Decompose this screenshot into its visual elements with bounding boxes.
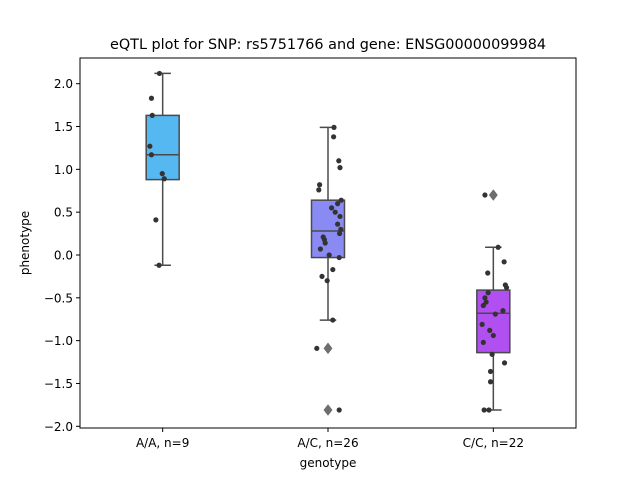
- data-point: [317, 246, 323, 252]
- data-point: [487, 368, 494, 375]
- y-axis-label: phenotype: [18, 211, 32, 275]
- data-point: [492, 311, 498, 317]
- y-tick-label: 1.0: [54, 163, 73, 177]
- data-point: [319, 273, 325, 280]
- data-point: [336, 254, 342, 261]
- data-point: [490, 332, 496, 339]
- outlier-marker: [323, 404, 333, 416]
- data-point: [489, 351, 495, 357]
- data-point: [479, 321, 485, 327]
- y-axis: 2.0 1.5 1.0 0.5 0.0 −0.5 −1.0 −1.5 −2.0: [44, 77, 80, 434]
- outlier-marker: [488, 189, 498, 201]
- data-point: [487, 379, 494, 385]
- plot-area: [145, 70, 511, 416]
- y-tick-label: −2.0: [44, 420, 73, 434]
- data-point: [486, 407, 492, 413]
- data-point: [487, 327, 493, 333]
- data-point: [331, 134, 337, 140]
- data-point: [338, 197, 344, 203]
- data-point: [330, 266, 336, 273]
- data-point: [149, 112, 155, 118]
- x-tick-label: C/C, n=22: [463, 436, 524, 450]
- outlier-marker: [323, 342, 333, 355]
- data-point: [483, 299, 489, 305]
- data-point: [501, 360, 508, 366]
- data-point: [329, 205, 335, 211]
- x-axis-label: genotype: [300, 456, 357, 470]
- data-point: [156, 70, 163, 77]
- data-point: [147, 143, 153, 149]
- data-point: [501, 259, 507, 265]
- data-point: [485, 270, 491, 276]
- data-point: [159, 171, 165, 177]
- data-point: [503, 284, 510, 291]
- y-tick-label: −1.0: [44, 334, 73, 348]
- data-point: [500, 308, 506, 314]
- data-point: [317, 182, 323, 188]
- data-point: [148, 95, 155, 101]
- y-tick-label: −1.5: [44, 377, 73, 391]
- data-point: [480, 339, 486, 345]
- box-group: [310, 124, 346, 416]
- data-point: [335, 201, 341, 207]
- data-point: [481, 407, 487, 413]
- x-tick-label: A/C, n=26: [297, 436, 358, 450]
- data-point: [330, 317, 336, 323]
- data-point: [326, 252, 332, 258]
- data-point: [161, 176, 167, 182]
- data-point: [316, 187, 322, 193]
- data-point: [314, 345, 320, 351]
- box-group: [145, 70, 180, 268]
- data-point: [332, 209, 338, 215]
- data-point: [337, 165, 343, 171]
- data-point: [335, 221, 341, 227]
- chart-title: eQTL plot for SNP: rs5751766 and gene: E…: [110, 37, 546, 53]
- x-tick-label: A/A, n=9: [136, 436, 189, 450]
- data-point: [480, 302, 486, 309]
- y-tick-label: 2.0: [54, 77, 73, 91]
- data-point: [482, 295, 488, 301]
- data-point: [148, 152, 155, 158]
- data-point: [337, 230, 343, 237]
- data-point: [485, 290, 491, 296]
- data-point: [495, 244, 501, 250]
- x-axis: A/A, n=9 A/C, n=26 C/C, n=22: [136, 428, 524, 450]
- data-point: [324, 278, 330, 284]
- data-point: [156, 262, 162, 268]
- y-tick-label: 0.5: [54, 206, 73, 220]
- data-point: [337, 213, 343, 220]
- box-group: [476, 189, 511, 413]
- data-point: [336, 158, 342, 164]
- data-point: [153, 217, 159, 223]
- data-point: [336, 407, 342, 413]
- data-point: [338, 226, 344, 232]
- data-point: [322, 240, 328, 246]
- y-tick-label: −0.5: [44, 291, 73, 305]
- data-point: [331, 124, 337, 130]
- y-tick-label: 0.0: [54, 248, 73, 262]
- data-point: [482, 192, 488, 198]
- y-tick-label: 1.5: [54, 120, 73, 134]
